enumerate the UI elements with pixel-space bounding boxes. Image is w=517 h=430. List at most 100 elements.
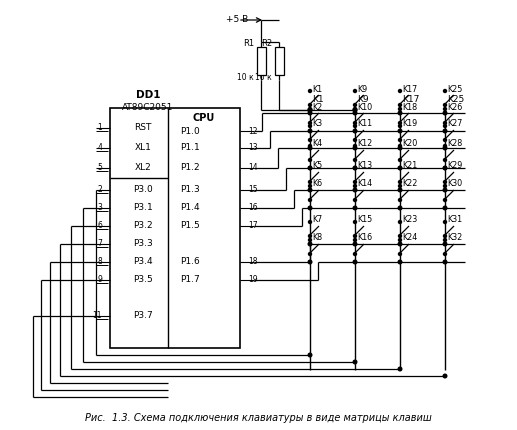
Circle shape [309,144,312,147]
Circle shape [354,252,357,255]
Text: K15: K15 [357,215,372,224]
Circle shape [309,108,312,111]
Text: 10 к: 10 к [237,74,254,83]
Text: P3.1: P3.1 [133,203,153,212]
Text: K9: K9 [357,95,369,104]
Circle shape [399,89,402,92]
Text: K8: K8 [312,233,322,243]
Text: K18: K18 [402,102,417,111]
Circle shape [444,89,447,92]
Text: P3.3: P3.3 [133,240,153,249]
Circle shape [308,242,312,246]
Text: 18: 18 [248,258,257,267]
Text: 17: 17 [248,221,257,230]
Text: K14: K14 [357,179,372,188]
Circle shape [353,146,357,150]
Circle shape [354,108,357,111]
Circle shape [309,104,312,107]
Text: 16: 16 [248,203,257,212]
Circle shape [353,108,357,112]
Text: P3.2: P3.2 [133,221,153,230]
Circle shape [444,239,447,242]
Text: AT89C2051: AT89C2051 [123,102,174,111]
Text: K2: K2 [312,102,322,111]
Circle shape [354,184,357,187]
Text: CPU: CPU [193,113,215,123]
Circle shape [308,206,312,210]
Text: 5: 5 [97,163,102,172]
Circle shape [443,111,447,115]
Bar [256,47,266,75]
Text: 4: 4 [97,144,102,153]
Text: 9: 9 [97,276,102,285]
Circle shape [443,166,447,170]
Text: K22: K22 [402,179,417,188]
Text: K31: K31 [447,215,462,224]
Text: XL2: XL2 [134,163,151,172]
Circle shape [398,260,402,264]
Circle shape [353,188,357,192]
Text: K28: K28 [447,139,462,148]
Text: K25: K25 [447,95,464,104]
Text: 1: 1 [97,123,102,132]
Circle shape [444,199,447,202]
Circle shape [309,239,312,242]
Circle shape [309,89,312,92]
Circle shape [354,89,357,92]
Text: K16: K16 [357,233,372,243]
Circle shape [444,144,447,147]
Circle shape [399,122,402,125]
Circle shape [398,367,402,371]
Bar [275,47,283,75]
Circle shape [399,159,402,162]
Circle shape [353,242,357,246]
Circle shape [443,129,447,133]
Bar [110,108,240,348]
Text: 13: 13 [248,144,257,153]
Text: RST: RST [134,123,151,132]
Text: 8: 8 [97,258,102,267]
Circle shape [354,199,357,202]
Circle shape [308,108,312,112]
Circle shape [443,206,447,210]
Circle shape [444,104,447,107]
Text: K30: K30 [447,179,462,188]
Text: K1: K1 [312,85,322,93]
Circle shape [399,221,402,224]
Text: P1.2: P1.2 [180,163,200,172]
Circle shape [354,104,357,107]
Circle shape [309,234,312,237]
Text: K17: K17 [402,85,417,93]
Circle shape [444,108,447,111]
Text: P1.5: P1.5 [180,221,200,230]
Text: K9: K9 [357,85,367,93]
Circle shape [308,188,312,192]
Circle shape [354,144,357,147]
Circle shape [443,242,447,246]
Circle shape [399,108,402,111]
Circle shape [399,184,402,187]
Circle shape [443,260,447,264]
Text: K10: K10 [357,102,372,111]
Text: K7: K7 [312,215,322,224]
Circle shape [308,146,312,150]
Circle shape [398,242,402,246]
Text: K24: K24 [402,233,417,243]
Text: 15: 15 [248,185,257,194]
Circle shape [308,129,312,133]
Circle shape [399,181,402,184]
Text: P3.0: P3.0 [133,185,153,194]
Circle shape [444,166,447,169]
Circle shape [353,360,357,364]
Circle shape [354,234,357,237]
Circle shape [308,166,312,170]
Circle shape [354,138,357,141]
Circle shape [398,166,402,170]
Text: K1: K1 [312,95,324,104]
Text: P3.5: P3.5 [133,276,153,285]
Text: P1.3: P1.3 [180,185,200,194]
Text: 6: 6 [97,221,102,230]
Text: DD1: DD1 [136,90,160,100]
Circle shape [353,166,357,170]
Text: K25: K25 [447,85,462,93]
